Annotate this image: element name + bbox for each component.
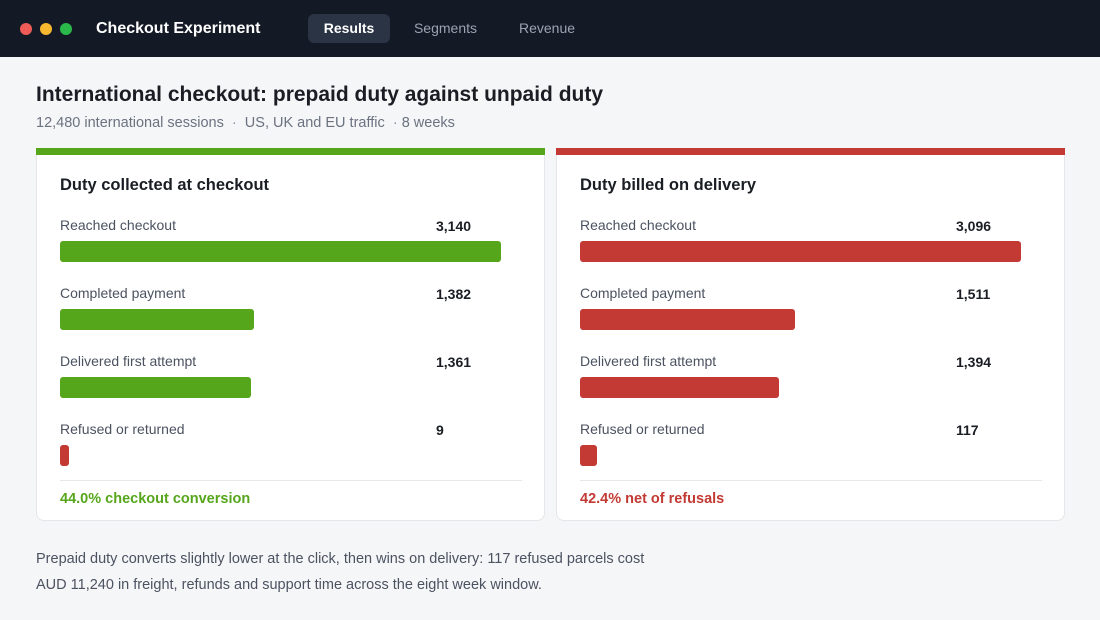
card-title: Duty billed on delivery — [580, 176, 757, 194]
row-value-completed-payment: 1,382 — [436, 286, 472, 302]
sessions-count: 12,480 international sessions — [36, 115, 224, 131]
row-label-refused-or-returned: Refused or returned — [580, 421, 705, 437]
page-subtitle: 12,480 international sessions · US, UK a… — [36, 115, 455, 131]
funnel-card-prepaid: Duty collected at checkout Reached check… — [36, 148, 545, 521]
window-maximize-icon[interactable] — [60, 23, 72, 35]
tab-results[interactable]: Results — [308, 14, 390, 43]
window-close-icon[interactable] — [20, 23, 32, 35]
card-divider — [60, 480, 522, 481]
row-label-completed-payment: Completed payment — [60, 285, 186, 301]
card-accent-bar — [556, 148, 1065, 155]
app-title: Checkout Experiment — [96, 20, 261, 37]
bar-reached-checkout — [580, 241, 1021, 262]
bar-completed-payment — [60, 309, 254, 330]
bar-delivered-first-attempt — [60, 377, 251, 398]
funnel-card-unpaid: Duty billed on delivery Reached checkout… — [556, 148, 1065, 521]
row-label-reached-checkout: Reached checkout — [60, 217, 176, 233]
subtitle-separator: · — [392, 115, 398, 131]
row-value-completed-payment: 1,511 — [956, 286, 991, 302]
row-value-reached-checkout: 3,140 — [436, 218, 472, 234]
row-value-reached-checkout: 3,096 — [956, 218, 992, 234]
insight-footnote: Prepaid duty converts slightly lower at … — [36, 546, 796, 598]
bar-completed-payment — [580, 309, 795, 330]
bar-reached-checkout — [60, 241, 501, 262]
card-divider — [580, 480, 1042, 481]
traffic-scope: US, UK and EU traffic — [244, 115, 385, 131]
footnote-line-2: AUD 11,240 in freight, refunds and suppo… — [36, 577, 542, 593]
card-summary: 42.4% net of refusals — [580, 491, 725, 507]
page-title: International checkout: prepaid duty aga… — [36, 83, 604, 106]
row-label-refused-or-returned: Refused or returned — [60, 421, 185, 437]
row-label-reached-checkout: Reached checkout — [580, 217, 696, 233]
row-value-delivered-first-attempt: 1,394 — [956, 354, 992, 370]
card-title: Duty collected at checkout — [60, 176, 270, 194]
test-duration: 8 weeks — [401, 115, 455, 131]
subtitle-separator: · — [231, 115, 237, 131]
footnote-line-1: Prepaid duty converts slightly lower at … — [36, 551, 645, 567]
card-summary: 44.0% checkout conversion — [60, 491, 251, 507]
row-value-refused-or-returned: 9 — [436, 422, 444, 438]
row-label-completed-payment: Completed payment — [580, 285, 706, 301]
card-accent-bar — [36, 148, 545, 155]
top-bar: Checkout Experiment Results Segments Rev… — [0, 0, 1100, 57]
window-minimize-icon[interactable] — [40, 23, 52, 35]
tab-segments[interactable]: Segments — [413, 20, 478, 36]
row-value-delivered-first-attempt: 1,361 — [436, 354, 472, 370]
row-label-delivered-first-attempt: Delivered first attempt — [60, 353, 197, 369]
row-label-delivered-first-attempt: Delivered first attempt — [580, 353, 717, 369]
bar-refused-or-returned — [60, 445, 69, 466]
bar-delivered-first-attempt — [580, 377, 779, 398]
row-value-refused-or-returned: 117 — [956, 422, 979, 438]
bar-refused-or-returned — [580, 445, 597, 466]
tab-revenue[interactable]: Revenue — [518, 20, 576, 36]
